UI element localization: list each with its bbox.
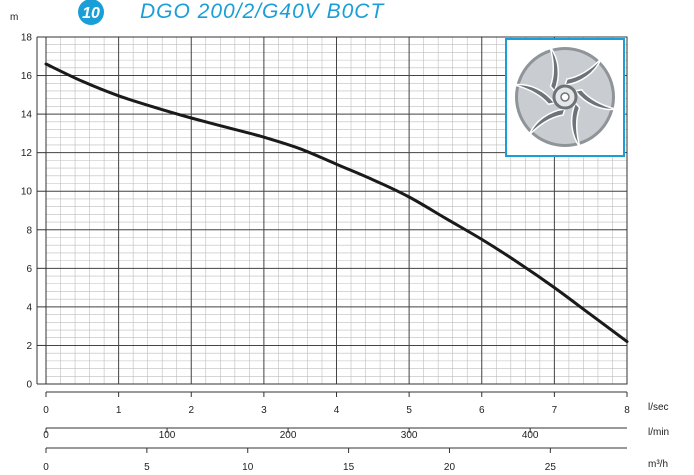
x-tick-label: 100 — [159, 430, 176, 441]
plot-frame — [45, 36, 628, 385]
x-tick-label: 3 — [261, 405, 267, 416]
x-tick-label: 7 — [552, 405, 558, 416]
x-axes: 0 1 2 3 4 5 6 7 8 l/sec 0 100 200 300 400 l/min 0 5 10 15 20… — [43, 391, 669, 473]
y-tick-label: 18 — [21, 33, 33, 44]
x-tick-label: 400 — [522, 430, 539, 441]
x-tick-label: 5 — [406, 405, 412, 416]
impeller-inset — [505, 38, 625, 157]
y-tick-label: 2 — [26, 341, 32, 352]
curve-number-text: 10 — [82, 5, 100, 22]
x-axis-unit: m³/h — [648, 459, 668, 470]
y-tick-label: 10 — [21, 187, 33, 198]
impeller-vane — [513, 83, 556, 106]
y-tick-label: 0 — [26, 380, 32, 391]
impeller-vane — [563, 58, 602, 86]
chart-title: DGO 200/2/G40V B0CT — [140, 0, 385, 23]
x-tick-label: 2 — [188, 405, 194, 416]
y-axis-unit: m — [10, 12, 18, 23]
x-tick-label: 1 — [116, 405, 122, 416]
y-tick-label: 16 — [21, 71, 33, 82]
x-tick-label: 300 — [401, 430, 418, 441]
impeller-icon — [513, 46, 617, 148]
x-tick-label: 25 — [545, 462, 557, 473]
x-tick-label: 20 — [444, 462, 456, 473]
x-tick-label: 5 — [144, 462, 150, 473]
x-tick-label: 6 — [479, 405, 485, 416]
x-tick-label: 15 — [343, 462, 355, 473]
y-tick-label: 14 — [21, 110, 33, 121]
impeller-vane — [574, 88, 617, 111]
impeller-vane — [570, 101, 581, 148]
x-tick-label: 0 — [43, 430, 49, 441]
x-axis-unit: l/sec — [648, 402, 669, 413]
x-tick-label: 0 — [43, 405, 49, 416]
y-tick-label: 8 — [26, 225, 32, 236]
y-tick-label: 4 — [26, 302, 32, 313]
y-tick-label: 12 — [21, 148, 33, 159]
impeller-vane — [528, 108, 567, 136]
x-tick-label: 8 — [624, 405, 630, 416]
curve-number-badge — [78, 0, 104, 25]
y-tick-label: 6 — [26, 264, 32, 275]
x-axis-unit: l/min — [648, 427, 669, 438]
x-tick-label: 10 — [242, 462, 254, 473]
impeller-vane — [549, 46, 560, 93]
x-tick-label: 4 — [334, 405, 340, 416]
head-curve-line — [44, 62, 629, 344]
x-tick-label: 0 — [43, 462, 49, 473]
x-tick-label: 200 — [280, 430, 297, 441]
y-axis: 0 2 4 6 8 10 12 14 16 18 — [21, 33, 46, 391]
